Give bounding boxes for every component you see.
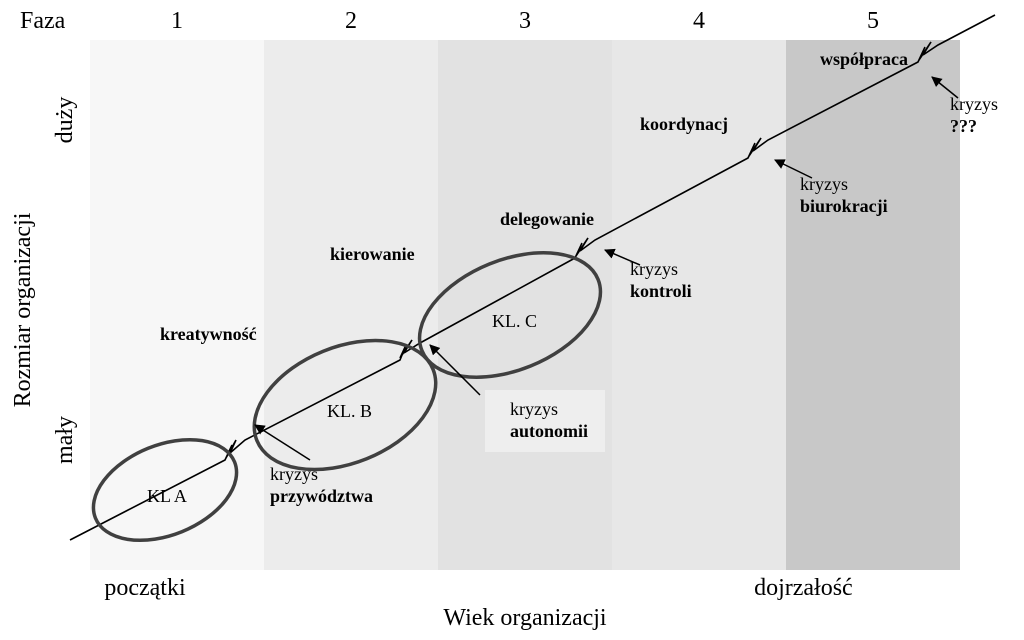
crisis-bold-2: autonomii: [510, 421, 588, 441]
y-axis-label: Rozmiar organizacji: [10, 212, 36, 407]
phase-number-3: 3: [519, 8, 531, 34]
crisis-word-2: kryzys: [510, 399, 558, 419]
stage-label-5: współpraca: [820, 49, 908, 69]
phase-number-5: 5: [867, 8, 879, 34]
phase-number-2: 2: [345, 8, 357, 34]
x-tick-mature: dojrzałość: [754, 575, 853, 601]
stage-label-4: koordynacj: [640, 114, 728, 134]
phase-number-1: 1: [171, 8, 183, 34]
y-tick-small: mały: [52, 416, 78, 464]
crisis-word-4: kryzys: [800, 174, 848, 194]
phase-number-4: 4: [693, 8, 705, 34]
crisis-word-3: kryzys: [630, 259, 678, 279]
crisis-bold-3: kontroli: [630, 281, 692, 301]
stage-label-1: kreatywność: [160, 324, 257, 344]
crisis-word-1: kryzys: [270, 464, 318, 484]
phase-band-3: [438, 40, 612, 570]
cluster-label-3: KL. C: [492, 311, 537, 331]
crisis-bold-1: przywództwa: [270, 486, 373, 506]
crisis-bold-4: biurokracji: [800, 196, 888, 216]
x-tick-start: początki: [104, 575, 186, 601]
crisis-bold-5: ???: [950, 116, 977, 136]
y-tick-large: duży: [52, 97, 78, 144]
stage-label-3: delegowanie: [500, 209, 594, 229]
stage-label-2: kierowanie: [330, 244, 415, 264]
x-axis-label: Wiek organizacji: [443, 605, 607, 631]
faza-label: Faza: [20, 8, 66, 34]
cluster-label-2: KL. B: [327, 401, 372, 421]
phase-band-5: [786, 40, 960, 570]
cluster-label-1: KL A: [147, 486, 187, 506]
